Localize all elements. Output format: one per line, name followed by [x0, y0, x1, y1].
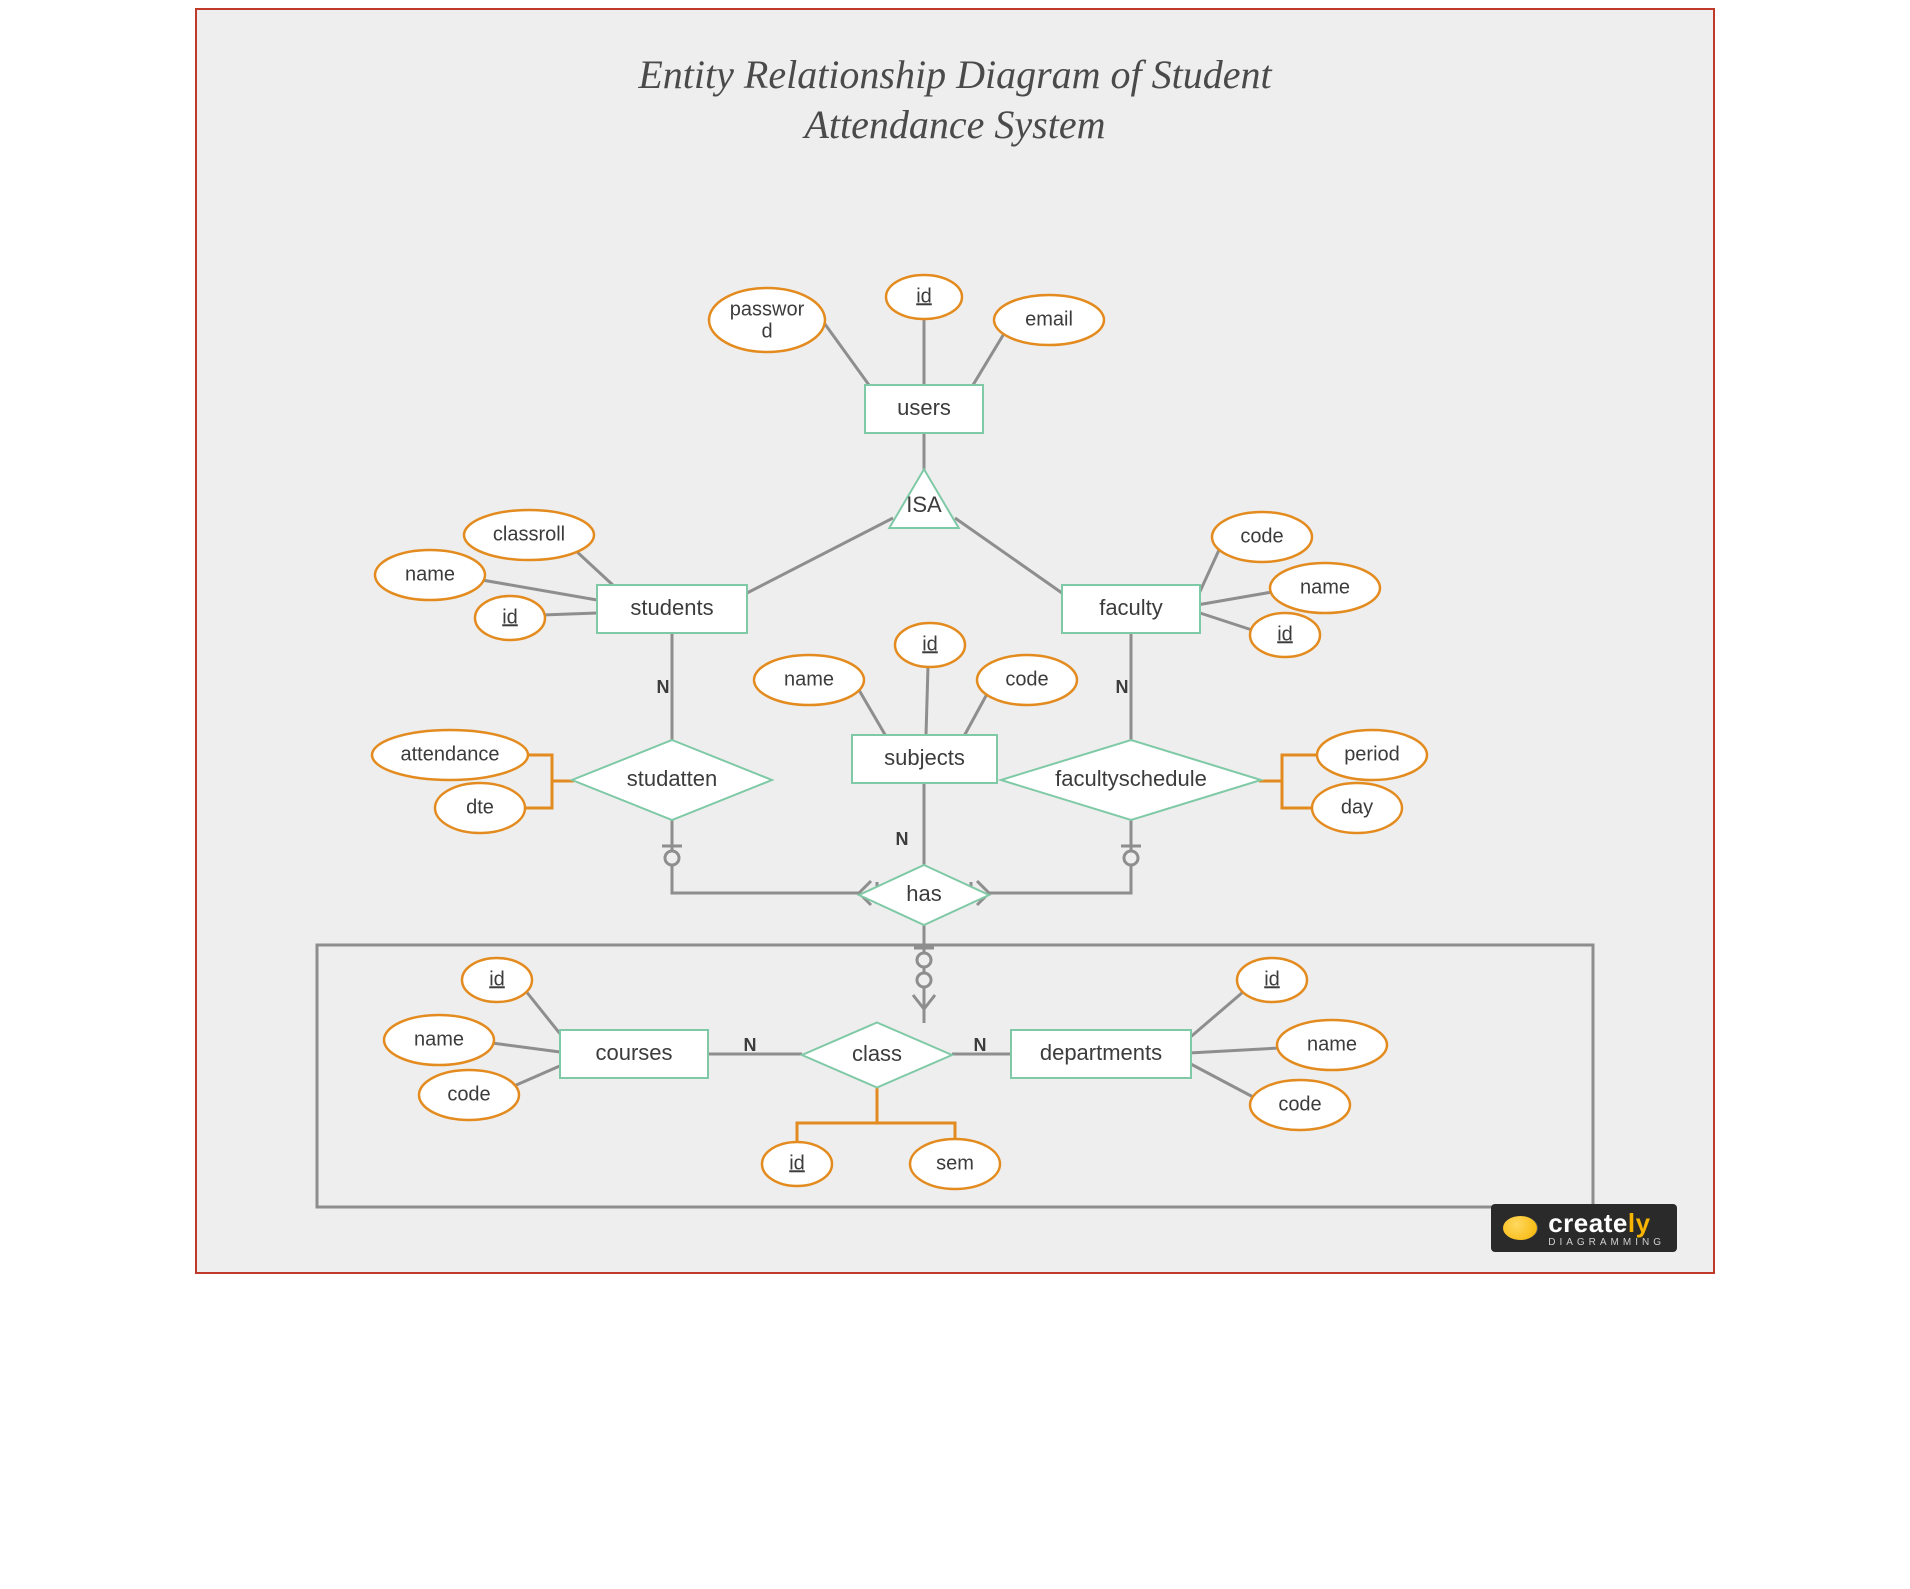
svg-text:code: code	[1240, 525, 1283, 547]
svg-text:N: N	[896, 829, 909, 849]
edge	[926, 666, 928, 735]
logo-brand-2: ly	[1628, 1208, 1651, 1238]
edge	[575, 550, 615, 587]
svg-text:code: code	[447, 1083, 490, 1105]
svg-text:attendance: attendance	[401, 743, 500, 765]
edge	[542, 613, 597, 615]
svg-text:facultyschedule: facultyschedule	[1055, 766, 1207, 791]
logo-brand-1: create	[1548, 1208, 1628, 1238]
edge	[1197, 592, 1272, 605]
edge	[973, 332, 1005, 385]
edge	[859, 690, 887, 738]
svg-text:N: N	[744, 1035, 757, 1055]
logo-text: creately Diagramming	[1548, 1208, 1665, 1248]
attr-edge	[527, 755, 574, 781]
svg-text:N: N	[657, 677, 670, 697]
svg-text:d: d	[761, 320, 772, 342]
svg-text:email: email	[1025, 308, 1073, 330]
edge	[1187, 992, 1243, 1040]
svg-text:name: name	[1307, 1033, 1357, 1055]
creately-logo: creately Diagramming	[1491, 1204, 1677, 1252]
svg-text:dte: dte	[466, 796, 494, 818]
svg-text:id: id	[489, 968, 505, 990]
attr-edge	[797, 1085, 877, 1142]
er-diagram-svg: ISAusersstudentsfacultysubjectscoursesde…	[197, 10, 1713, 1272]
svg-text:name: name	[414, 1028, 464, 1050]
logo-subtext: Diagramming	[1548, 1237, 1665, 1248]
edge	[1189, 1048, 1279, 1053]
svg-text:N: N	[1116, 677, 1129, 697]
svg-text:day: day	[1341, 796, 1373, 818]
svg-text:id: id	[502, 606, 518, 628]
svg-text:passwor: passwor	[730, 298, 805, 320]
lightbulb-icon	[1503, 1216, 1538, 1240]
edge	[955, 518, 1062, 593]
svg-text:departments: departments	[1040, 1040, 1162, 1065]
svg-text:classroll: classroll	[493, 523, 565, 545]
svg-text:has: has	[906, 881, 941, 906]
edge	[492, 1043, 560, 1052]
svg-text:sem: sem	[936, 1152, 974, 1174]
svg-text:faculty: faculty	[1099, 595, 1163, 620]
svg-text:ISA: ISA	[906, 492, 942, 517]
svg-text:id: id	[916, 285, 932, 307]
svg-text:period: period	[1344, 743, 1400, 765]
svg-text:courses: courses	[595, 1040, 672, 1065]
edge	[989, 820, 1131, 893]
edge	[672, 820, 859, 893]
svg-text:users: users	[897, 395, 951, 420]
edge	[822, 320, 869, 385]
svg-text:subjects: subjects	[884, 745, 965, 770]
svg-text:name: name	[1300, 576, 1350, 598]
svg-text:studatten: studatten	[627, 766, 718, 791]
svg-text:N: N	[974, 1035, 987, 1055]
svg-text:code: code	[1278, 1093, 1321, 1115]
svg-text:students: students	[630, 595, 713, 620]
edge	[963, 694, 987, 738]
diagram-frame: Entity Relationship Diagram of Student A…	[195, 8, 1715, 1274]
svg-text:id: id	[1264, 968, 1280, 990]
svg-text:code: code	[1005, 668, 1048, 690]
edge	[747, 518, 893, 593]
svg-text:id: id	[922, 633, 938, 655]
edge	[1197, 612, 1252, 630]
edge	[1187, 1062, 1255, 1098]
attr-edge	[1259, 755, 1319, 781]
svg-text:class: class	[852, 1041, 902, 1066]
attr-edge	[1282, 781, 1315, 808]
svg-text:id: id	[1277, 623, 1293, 645]
attr-edge	[877, 1123, 955, 1140]
svg-text:id: id	[789, 1152, 805, 1174]
edge	[514, 1065, 562, 1086]
svg-text:name: name	[784, 668, 834, 690]
attr-edge	[522, 781, 552, 808]
svg-text:name: name	[405, 563, 455, 585]
